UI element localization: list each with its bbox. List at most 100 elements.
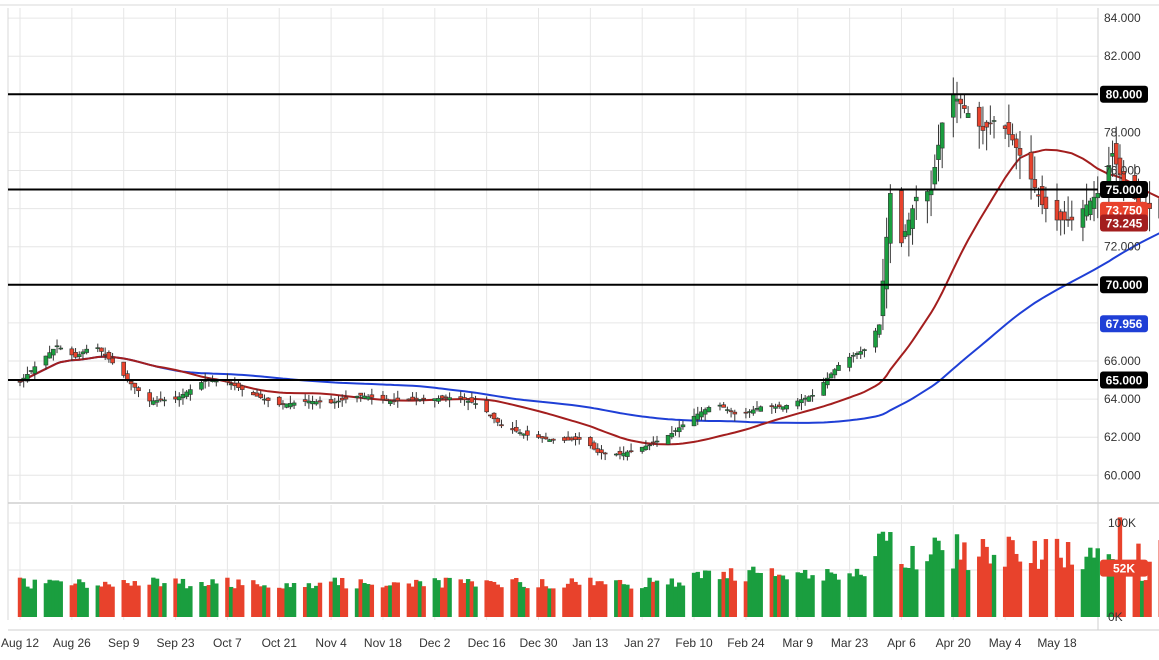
volume-bar: [1010, 540, 1015, 617]
candle: [76, 354, 82, 357]
volume-bar: [977, 556, 982, 617]
candle: [643, 445, 649, 450]
candle: [17, 380, 23, 383]
candle: [769, 405, 775, 408]
candle: [591, 442, 597, 450]
candle: [699, 411, 704, 418]
candle: [562, 437, 567, 441]
volume-bar: [854, 568, 860, 617]
candle: [25, 374, 30, 382]
volume-bar: [884, 540, 889, 617]
candle: [99, 347, 104, 352]
price-tick-label: 82.000: [1104, 49, 1141, 63]
volume-bar: [310, 588, 315, 617]
volume-bar: [28, 588, 34, 617]
candle: [1110, 153, 1115, 157]
volume-bar: [628, 588, 634, 617]
volume-bar: [1114, 568, 1119, 617]
volume-bar: [1106, 554, 1112, 617]
moving-average-line-2: [19, 232, 1159, 424]
time-tick-label: Aug 26: [53, 636, 91, 650]
candle: [58, 347, 64, 350]
level-badge: 80.000: [1100, 85, 1148, 103]
volume-bar: [421, 586, 426, 617]
candle: [384, 398, 389, 401]
volume-bar: [910, 545, 915, 617]
volume-bar: [154, 578, 160, 617]
candle: [651, 441, 656, 444]
candle: [880, 280, 886, 317]
volume-bar: [410, 586, 415, 617]
volume-bar: [1095, 548, 1100, 617]
volume-bar: [665, 584, 671, 617]
volume-bar: [232, 588, 238, 617]
candle: [258, 393, 264, 398]
candle: [902, 231, 908, 237]
volume-bar: [102, 581, 108, 617]
candle: [354, 395, 360, 398]
candle: [84, 348, 89, 353]
candle: [821, 382, 826, 396]
volume-bar: [17, 577, 23, 617]
volume-bar: [280, 588, 286, 617]
volume-bar: [162, 583, 167, 617]
volume-bar: [569, 578, 575, 617]
volume-bar: [1006, 536, 1012, 617]
volume-bar: [254, 584, 260, 617]
candle: [1117, 157, 1123, 176]
volume-bar: [599, 581, 604, 617]
time-tick-label: Jan 27: [624, 636, 660, 650]
level-badge-bg: [1100, 276, 1148, 294]
candle: [1058, 211, 1064, 221]
volume-bar: [965, 570, 971, 617]
candle: [1054, 199, 1060, 221]
volume-bar: [262, 585, 267, 617]
candle: [802, 397, 808, 400]
candle: [721, 404, 726, 408]
candle: [1065, 219, 1071, 221]
volume-bar: [343, 588, 349, 617]
volume-bar: [1014, 553, 1019, 617]
volume-bar: [251, 580, 256, 617]
volume-bar: [514, 577, 519, 617]
candle: [725, 409, 730, 411]
volume-bar: [236, 579, 241, 617]
volume-bar: [47, 579, 52, 617]
volume-bar: [521, 586, 526, 617]
candle: [899, 190, 904, 244]
candle: [28, 370, 34, 372]
candle: [1006, 122, 1012, 135]
candle: [1002, 125, 1008, 129]
candle: [254, 392, 260, 397]
volume-bar: [565, 583, 571, 617]
volume-bar: [777, 574, 782, 617]
candle: [332, 401, 338, 404]
candle: [673, 430, 678, 432]
candle: [910, 208, 915, 229]
volume-bar: [721, 571, 726, 617]
volume-bar: [436, 580, 441, 617]
candle: [621, 452, 626, 457]
volume-bar: [406, 583, 412, 617]
volume-bar: [784, 579, 789, 617]
volume-bar: [180, 578, 186, 617]
volume-bars: [17, 517, 1159, 617]
candle: [628, 450, 634, 453]
volume-bar: [73, 583, 78, 617]
candle: [380, 394, 386, 400]
volume-bar: [214, 583, 219, 617]
volume-bar: [1069, 564, 1075, 617]
volume-bar: [210, 579, 215, 617]
volume-bar: [84, 587, 89, 617]
volume-bar: [77, 579, 82, 617]
candle: [391, 400, 397, 403]
candle: [965, 113, 971, 118]
candle: [854, 353, 860, 355]
candle: [828, 373, 834, 379]
volume-bar: [384, 585, 389, 617]
candle: [132, 382, 138, 388]
volume-bar: [1143, 580, 1149, 617]
volume-bar: [602, 584, 608, 617]
volume-bar: [862, 576, 867, 617]
